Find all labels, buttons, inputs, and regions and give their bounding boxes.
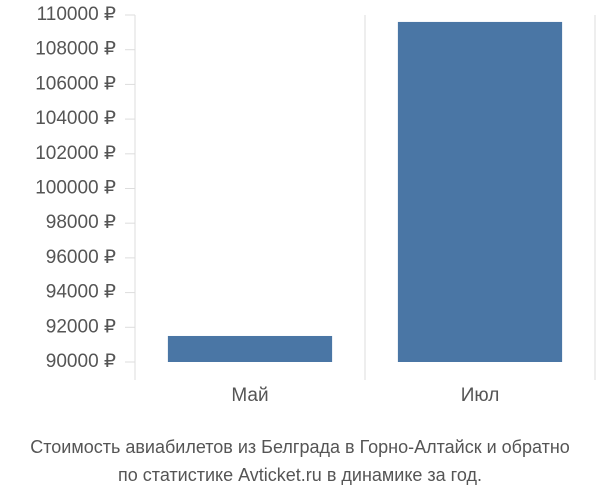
y-tick-label: 104000 ₽ (35, 108, 116, 129)
bar (167, 335, 333, 362)
y-tick-label: 100000 ₽ (35, 178, 116, 199)
y-tick-label: 110000 ₽ (37, 4, 116, 25)
y-tick-label: 92000 ₽ (46, 316, 116, 337)
chart-title: по статистике Avticket.ru в динамике за … (118, 465, 482, 485)
y-tick-label: 108000 ₽ (35, 39, 116, 60)
y-tick-label: 90000 ₽ (46, 351, 116, 372)
y-tick-label: 96000 ₽ (46, 247, 116, 268)
y-tick-label: 94000 ₽ (46, 282, 116, 303)
y-tick-label: 102000 ₽ (35, 143, 116, 164)
x-tick-label: Июл (461, 385, 500, 406)
x-tick-label: Май (231, 385, 268, 406)
bar (397, 21, 563, 362)
y-tick-label: 98000 ₽ (46, 212, 116, 233)
chart-title: Стоимость авиабилетов из Белграда в Горн… (30, 437, 570, 457)
y-tick-label: 106000 ₽ (35, 73, 116, 94)
